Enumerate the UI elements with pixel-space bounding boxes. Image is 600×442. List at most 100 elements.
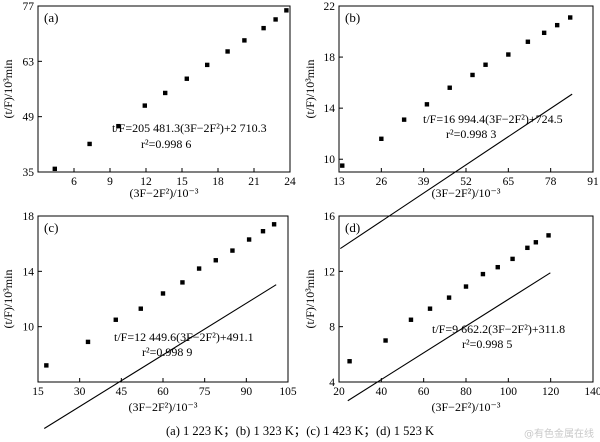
y-axis-label-a: (t/F)/10³min — [1, 60, 15, 119]
x-tick-label-b: 78 — [545, 176, 557, 188]
x-axis-label-c: (3F−2F²)/10⁻³ — [129, 400, 198, 414]
data-point-d — [510, 256, 515, 262]
fit-equation-c: t/F=12 449.6(3F−2F²)+491.1 — [114, 330, 254, 344]
data-point-b — [554, 22, 560, 28]
panel-b: (b) t/F=16 994.4(3F−2F²)+724.5 r²=0.998 … — [303, 1, 599, 250]
data-point-a — [184, 76, 189, 81]
plot-frame-a — [37, 5, 291, 173]
x-tick-label-c: 45 — [116, 386, 128, 398]
data-point-a — [261, 25, 266, 31]
data-point-a — [52, 166, 57, 172]
y-tick-label-d: 4 — [329, 377, 335, 389]
fit-equation-a: t/F=205 481.3(3F−2F²)+2 710.3 — [112, 121, 267, 135]
data-point-d — [347, 359, 352, 364]
data-point-d — [480, 271, 486, 277]
x-tick-label-c: 105 — [279, 386, 297, 398]
figure-caption: (a) 1 223 K；(b) 1 323 K；(c) 1 423 K；(d) … — [165, 424, 434, 438]
data-point-d — [427, 306, 433, 311]
panel-c: (c) t/F=12 449.6(3F−2F²)+491.1 r²=0.998 … — [1, 211, 297, 429]
fit-line-c — [43, 284, 277, 429]
x-tick-label-b: 39 — [418, 176, 430, 188]
x-tick-label-c: 60 — [157, 386, 169, 398]
data-point-b — [401, 117, 407, 122]
data-point-d — [495, 264, 500, 270]
data-point-b — [447, 85, 452, 90]
x-tick-label-d: 140 — [584, 386, 600, 398]
data-point-a — [225, 49, 230, 54]
y-tick-label-a: 49 — [23, 112, 35, 124]
fit-equation-b: t/F=16 994.4(3F−2F²)+724.5 — [423, 112, 563, 126]
y-tick-label-d: 16 — [324, 211, 336, 223]
data-point-d — [546, 233, 551, 238]
fit-line-d — [347, 272, 551, 402]
y-axis-label-b: (t/F)/10³min — [303, 60, 317, 119]
x-tick-label-d: 40 — [376, 386, 388, 398]
y-tick-label-c: 14 — [23, 266, 35, 278]
data-point-b — [506, 52, 511, 57]
data-point-b — [470, 72, 475, 78]
y-tick-label-a: 63 — [23, 56, 35, 68]
data-point-d — [446, 295, 452, 300]
x-tick-label-d: 20 — [333, 386, 345, 398]
data-point-c — [246, 237, 252, 242]
panel-a: (a) t/F=205 481.3(3F−2F²)+2 710.3 r²=0.9… — [1, 1, 296, 200]
data-point-b — [568, 15, 573, 20]
data-point-c — [160, 291, 166, 296]
data-point-a — [273, 17, 278, 22]
y-axis-label-d: (t/F)/10³min — [303, 270, 317, 329]
x-tick-label-a: 15 — [176, 176, 188, 188]
x-tick-label-a: 24 — [284, 176, 296, 188]
x-tick-label-c: 15 — [32, 386, 44, 398]
y-tick-label-b: 10 — [324, 154, 336, 166]
y-tick-label-a: 35 — [23, 167, 35, 179]
plot-frame-d — [338, 215, 594, 383]
fit-line-b — [339, 93, 573, 250]
data-point-d — [533, 240, 539, 245]
x-tick-label-b: 65 — [503, 176, 515, 188]
data-point-b — [424, 102, 430, 107]
data-point-c — [260, 229, 266, 234]
x-tick-label-d: 120 — [542, 386, 560, 398]
data-point-b — [541, 30, 547, 36]
y-axis-label-c: (t/F)/10³min — [1, 270, 15, 329]
panel-label-b: (b) — [345, 10, 360, 25]
data-point-c — [138, 306, 143, 311]
data-point-c — [230, 248, 235, 253]
panel-label-a: (a) — [44, 10, 58, 25]
r-squared-a: r²=0.998 6 — [141, 137, 191, 151]
panel-d: (d) t/F=9 662.2(3F−2F²)+311.8 r²=0.998 5… — [303, 211, 600, 414]
x-tick-label-a: 12 — [140, 176, 152, 188]
watermark: @有色金属在线 — [524, 429, 594, 440]
x-axis-label-b: (3F−2F²)/10⁻³ — [432, 186, 501, 200]
y-tick-label-a: 77 — [23, 1, 35, 13]
x-tick-label-b: 52 — [460, 176, 472, 188]
data-point-b — [525, 39, 531, 44]
x-axis-label-d: (3F−2F²)/10⁻³ — [432, 400, 501, 414]
x-tick-label-a: 18 — [212, 176, 224, 188]
x-tick-label-d: 100 — [500, 386, 518, 398]
data-point-a — [284, 8, 289, 13]
data-point-b — [340, 163, 345, 168]
x-tick-label-a: 21 — [248, 176, 260, 188]
x-tick-label-b: 91 — [587, 176, 599, 188]
y-tick-label-c: 10 — [23, 322, 35, 334]
data-point-d — [408, 317, 414, 322]
r-squared-d: r²=0.998 5 — [462, 337, 512, 351]
data-point-c — [213, 258, 218, 263]
data-point-d — [463, 284, 469, 289]
data-point-a — [116, 123, 121, 129]
data-point-c — [271, 222, 277, 227]
y-tick-label-b: 18 — [324, 52, 336, 64]
fit-equation-d: t/F=9 662.2(3F−2F²)+311.8 — [432, 322, 565, 336]
x-tick-label-b: 13 — [333, 176, 345, 188]
x-tick-label-c: 90 — [241, 386, 253, 398]
x-tick-label-d: 60 — [418, 386, 430, 398]
data-point-c — [196, 266, 202, 271]
data-point-a — [87, 141, 92, 147]
panel-label-c: (c) — [44, 220, 58, 235]
data-point-c — [113, 317, 118, 322]
data-point-b — [379, 136, 384, 141]
data-point-a — [205, 62, 210, 68]
data-point-c — [44, 363, 49, 368]
